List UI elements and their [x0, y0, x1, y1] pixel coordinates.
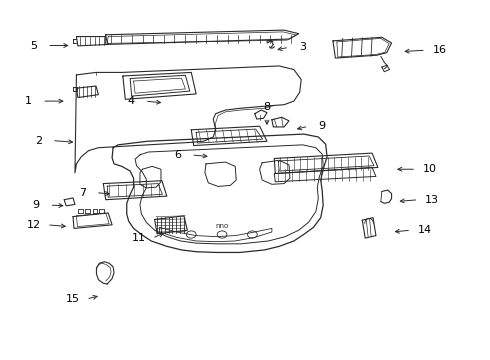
Text: 3: 3: [299, 42, 306, 52]
Text: 14: 14: [418, 225, 432, 235]
Text: 15: 15: [66, 294, 79, 304]
Text: 2: 2: [35, 136, 42, 145]
Text: nno: nno: [216, 223, 229, 229]
Text: 5: 5: [30, 41, 37, 50]
Text: 9: 9: [32, 200, 39, 210]
Text: 4: 4: [127, 96, 135, 106]
Text: 8: 8: [264, 102, 270, 112]
Text: 11: 11: [131, 233, 146, 243]
Text: 13: 13: [425, 195, 439, 205]
Text: 7: 7: [79, 188, 86, 198]
Text: 9: 9: [318, 121, 326, 131]
Text: 6: 6: [174, 150, 181, 160]
Text: 12: 12: [26, 220, 41, 230]
Text: 10: 10: [423, 164, 437, 174]
Text: 16: 16: [433, 45, 446, 55]
Text: 1: 1: [25, 96, 32, 106]
